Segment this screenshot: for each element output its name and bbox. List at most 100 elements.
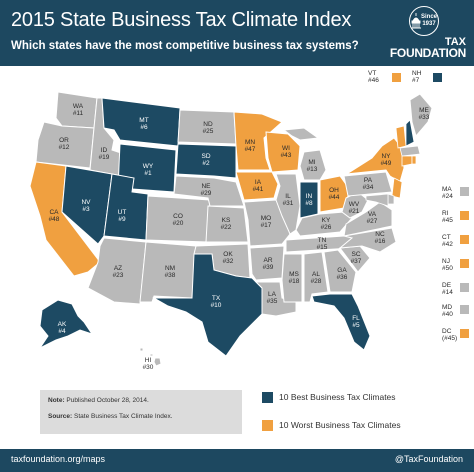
state-shape-mi-upper[interactable]	[282, 127, 320, 141]
source-line: Source: State Business Tax Climate Index…	[48, 412, 234, 421]
state-shape-ct[interactable]	[401, 155, 413, 167]
state-rank: #36	[336, 274, 348, 281]
state-shape-mn[interactable]	[233, 111, 283, 171]
state-label-ok: OK #32	[213, 251, 243, 265]
state-shape-sd[interactable]	[175, 143, 237, 179]
state-shape-tx[interactable]	[152, 253, 263, 357]
state-rank: #30	[142, 364, 154, 371]
state-shape-md[interactable]	[365, 193, 389, 207]
state-abbr: KY	[321, 217, 331, 224]
state-label-ut: UT #9	[107, 209, 137, 223]
ne-swatch-de	[460, 283, 469, 292]
logo-since: Since	[420, 14, 437, 20]
state-abbr: PA	[363, 177, 373, 184]
state-abbr: UT	[117, 209, 127, 216]
state-shape-al[interactable]	[303, 251, 329, 303]
state-shape-fl[interactable]	[311, 293, 371, 351]
state-shape-la[interactable]	[254, 281, 297, 317]
ne-state-rank: #14	[442, 289, 453, 296]
state-abbr: NV	[81, 199, 91, 206]
state-label-in: IN #8	[294, 193, 324, 207]
state-shape-nc[interactable]	[338, 227, 397, 253]
state-shape-nh[interactable]	[405, 119, 415, 147]
state-shape-vt[interactable]	[395, 125, 407, 149]
ne-state-abbr: VT	[368, 70, 377, 77]
state-rank: #48	[48, 216, 60, 223]
state-label-tx: TX #10	[201, 295, 231, 309]
state-rank: #28	[310, 278, 322, 285]
state-shape-ny[interactable]	[345, 137, 405, 183]
ne-swatch-md	[460, 305, 469, 314]
note-line: Note: Published October 28, 2014.	[48, 396, 234, 405]
state-rank: #31	[282, 200, 294, 207]
ne-callout-ri: RI #45	[442, 210, 453, 224]
state-abbr: MN	[244, 139, 256, 146]
state-label-ca: CA #48	[39, 209, 69, 223]
state-abbr: OH	[329, 187, 339, 194]
state-shape-ri[interactable]	[411, 155, 417, 165]
state-rank: #29	[200, 190, 212, 197]
state-rank: #15	[316, 244, 328, 251]
ne-state-rank: #42	[442, 241, 453, 248]
ne-swatch-nj	[460, 259, 469, 268]
state-abbr: WA	[72, 103, 84, 110]
ne-callout-nj: NJ #50	[442, 258, 453, 272]
tax-foundation-logo[interactable]: Since 1937 TAX FOUNDATION	[382, 6, 466, 62]
state-label-la: LA #35	[257, 291, 287, 305]
state-shape-hi[interactable]	[139, 347, 144, 352]
state-shape-hi-maui[interactable]	[149, 353, 154, 357]
state-shape-ms[interactable]	[281, 253, 303, 303]
state-rank: #1	[144, 170, 152, 177]
state-label-wa: WA #11	[63, 103, 93, 117]
state-rank: #21	[348, 208, 360, 215]
ne-callout-md: MD #40	[442, 304, 453, 318]
state-shape-ut[interactable]	[103, 173, 149, 241]
state-shape-mt[interactable]	[101, 97, 181, 147]
state-label-sc: SC #37	[341, 251, 371, 265]
state-abbr: VA	[367, 211, 377, 218]
state-shape-pa[interactable]	[343, 171, 393, 197]
state-label-wi: WI #43	[271, 145, 301, 159]
footer-website-link[interactable]: taxfoundation.org/maps	[11, 454, 106, 464]
state-label-il: IL #31	[273, 193, 303, 207]
state-shape-ga[interactable]	[323, 249, 357, 293]
state-shape-ks[interactable]	[205, 205, 249, 243]
state-shape-il[interactable]	[275, 173, 301, 235]
state-shape-ne[interactable]	[173, 175, 245, 207]
state-shape-ma[interactable]	[399, 145, 421, 157]
state-rank: #20	[172, 220, 184, 227]
state-abbr: ID	[100, 147, 108, 154]
state-label-wy: WY #1	[133, 163, 163, 177]
legend-best-swatch	[262, 392, 273, 403]
state-rank: #27	[366, 218, 378, 225]
ne-state-rank: #24	[442, 193, 453, 200]
state-abbr: TX	[211, 295, 221, 302]
header-banner: 2015 State Business Tax Climate Index Wh…	[0, 0, 474, 66]
state-label-pa: PA #34	[353, 177, 383, 191]
state-shape-me[interactable]	[409, 93, 433, 138]
capitol-dome-icon	[411, 13, 421, 29]
state-shape-ar[interactable]	[249, 245, 285, 281]
page-subtitle: Which states have the most competitive b…	[11, 40, 359, 52]
state-shape-ak[interactable]	[38, 299, 94, 350]
state-rank: #8	[305, 200, 313, 207]
ne-state-abbr: MD	[442, 304, 453, 311]
state-label-hi: HI #30	[133, 357, 163, 371]
ne-swatch-dc	[460, 329, 469, 338]
ne-callout-dc: DC (#45)	[442, 328, 457, 342]
state-label-id: ID #19	[89, 147, 119, 161]
state-shape-hi-big-island[interactable]	[153, 357, 162, 367]
state-shape-va[interactable]	[343, 201, 393, 237]
footer-twitter-handle[interactable]: @TaxFoundation	[394, 454, 463, 464]
note-label: Note:	[48, 397, 65, 404]
state-shape-ia[interactable]	[235, 171, 279, 201]
state-shape-nj[interactable]	[391, 177, 403, 199]
state-abbr: FL	[352, 315, 360, 322]
state-shape-de[interactable]	[387, 193, 395, 205]
state-rank: #39	[262, 264, 274, 271]
state-rank: #38	[164, 272, 176, 279]
state-shape-wi[interactable]	[265, 131, 301, 173]
state-abbr: MT	[139, 117, 149, 124]
ne-callout-nh: NH #7	[412, 70, 421, 84]
state-shape-nv[interactable]	[61, 165, 113, 245]
